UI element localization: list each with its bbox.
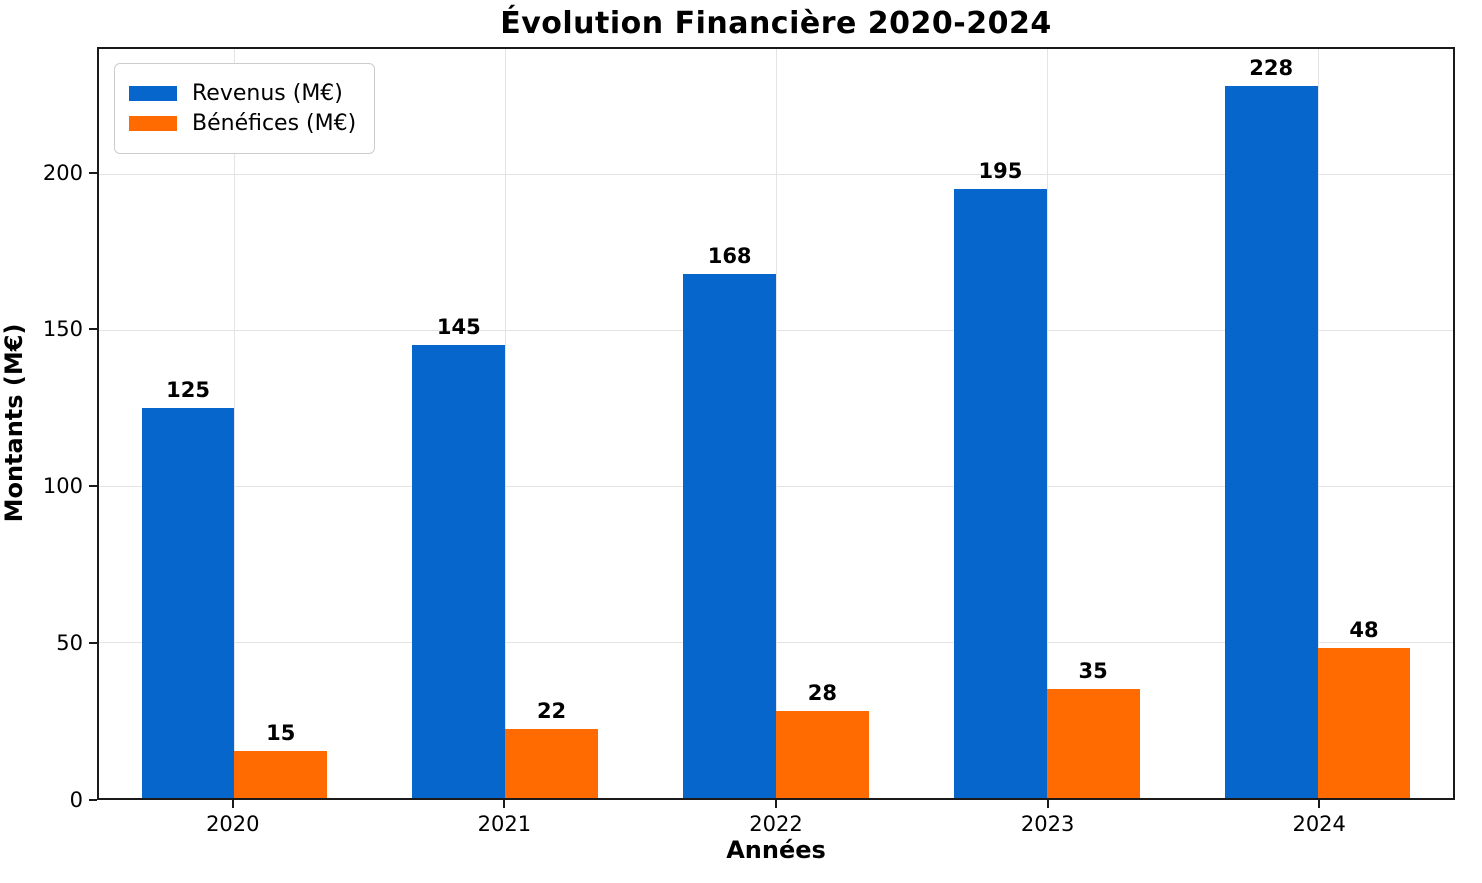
- bar-revenus-2024: [1224, 86, 1318, 798]
- bar-bénéfices-2024: [1317, 648, 1411, 798]
- x-tick-label: 2024: [1292, 812, 1346, 836]
- plot-area: 125 145 168 195 228 15 22 28 35 48 Revenus (M€) Bé…: [97, 47, 1455, 800]
- bar-value-label: 125: [166, 377, 210, 402]
- y-tick-label: 150: [42, 317, 83, 342]
- y-tick-mark: [89, 642, 97, 645]
- bar-bénéfices-2020: [234, 751, 328, 798]
- legend-label: Bénéfices (M€): [192, 111, 357, 136]
- x-tick-mark: [775, 800, 777, 808]
- x-tick-mark: [1046, 800, 1049, 808]
- bar-bénéfices-2022: [776, 710, 869, 798]
- bar-revenus-2023: [954, 189, 1047, 798]
- gridline-vertical: [1046, 49, 1048, 798]
- bar-bénéfices-2023: [1046, 688, 1140, 798]
- bar-value-label: 35: [1078, 658, 1108, 683]
- bar-revenus-2021: [412, 345, 506, 798]
- x-tick-mark: [231, 800, 234, 808]
- bar-value-label: 145: [436, 315, 481, 340]
- bar-value-label: 168: [707, 243, 752, 268]
- bar-value-label: 195: [978, 159, 1023, 184]
- bar-revenus-2020: [141, 407, 235, 798]
- x-tick-label: 2023: [1020, 812, 1075, 836]
- x-tick-label: 2020: [206, 812, 260, 836]
- x-tick-label: 2022: [749, 812, 803, 836]
- y-tick-label: 0: [69, 788, 83, 812]
- legend: Revenus (M€) Bénéfices (M€): [114, 63, 376, 154]
- x-axis-label: Années: [726, 836, 826, 864]
- x-tick-label: 2021: [477, 812, 532, 836]
- y-tick-mark: [89, 799, 97, 801]
- bar-bénéfices-2021: [505, 729, 598, 798]
- bar-value-label: 22: [536, 699, 567, 724]
- y-tick-mark: [89, 328, 97, 331]
- bar-value-label: 15: [266, 721, 296, 746]
- legend-item: Bénéfices (M€): [129, 111, 356, 136]
- bar-value-label: 228: [1249, 56, 1294, 81]
- y-tick-label: 50: [56, 631, 83, 656]
- y-tick-mark: [89, 485, 97, 488]
- gridline-vertical: [1317, 49, 1319, 798]
- y-tick-mark: [89, 171, 97, 174]
- bar-value-label: 28: [807, 680, 837, 705]
- legend-item: Revenus (M€): [129, 81, 356, 106]
- y-tick-label: 200: [42, 160, 83, 185]
- legend-swatch: [129, 86, 177, 101]
- legend-label: Revenus (M€): [192, 81, 343, 106]
- legend-swatch: [129, 116, 177, 131]
- bar-revenus-2022: [683, 273, 776, 798]
- gridline-vertical: [234, 49, 236, 798]
- y-axis-label-container: Montants (M€): [0, 0, 60, 846]
- gridline-vertical: [776, 49, 777, 798]
- y-tick-label: 100: [42, 474, 83, 499]
- x-tick-mark: [1318, 800, 1321, 808]
- bar-value-label: 48: [1349, 618, 1379, 643]
- gridline-vertical: [505, 49, 507, 798]
- chart-title: Évolution Financière 2020-2024: [500, 6, 1052, 41]
- x-tick-mark: [503, 800, 506, 808]
